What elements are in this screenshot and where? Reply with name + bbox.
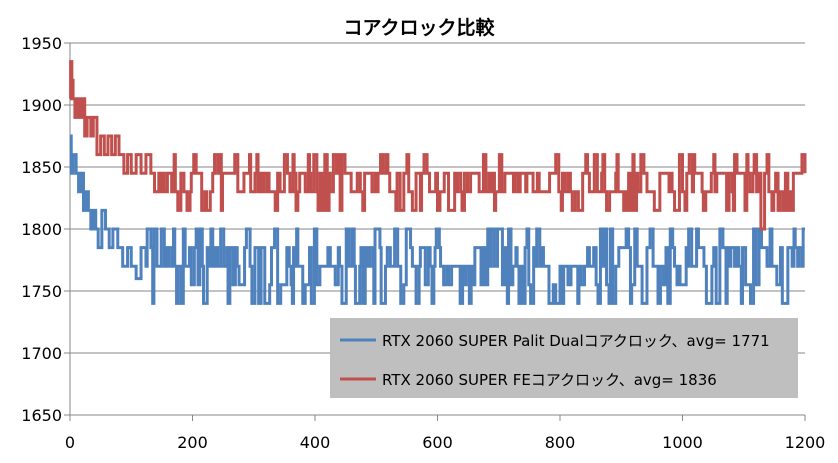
chart-title: コアクロック比較 bbox=[343, 16, 495, 39]
y-tick-label: 1650 bbox=[21, 406, 62, 425]
x-tick-label: 800 bbox=[545, 433, 576, 452]
x-tick-label: 1200 bbox=[785, 433, 826, 452]
axis-layer: 1650 1700 1750 1800 1850 1900 1950 0 200 400 600 80… bbox=[21, 34, 825, 452]
series-line-palit-dual bbox=[69, 134, 805, 305]
y-tick-label: 1750 bbox=[21, 282, 62, 301]
y-tick-label: 1800 bbox=[21, 220, 62, 239]
y-tick-label: 1950 bbox=[21, 34, 62, 53]
legend-label-palit: RTX 2060 SUPER Palit Dualコアクロック、avg= 177… bbox=[382, 332, 770, 350]
y-tick-label: 1900 bbox=[21, 96, 62, 115]
legend-label-fe: RTX 2060 SUPER FEコアクロック、avg= 1836 bbox=[382, 371, 717, 389]
series-line-fe bbox=[69, 60, 807, 231]
legend: RTX 2060 SUPER Palit Dualコアクロック、avg= 177… bbox=[330, 318, 798, 398]
x-tick-label: 600 bbox=[422, 433, 453, 452]
x-tick-label: 400 bbox=[300, 433, 331, 452]
y-tick-label: 1700 bbox=[21, 344, 62, 363]
x-tick-label: 0 bbox=[65, 433, 75, 452]
y-tick-label: 1850 bbox=[21, 158, 62, 177]
x-tick-label: 1000 bbox=[662, 433, 703, 452]
series-layer bbox=[69, 60, 807, 305]
x-tick-label: 200 bbox=[177, 433, 208, 452]
legend-box bbox=[330, 318, 798, 398]
